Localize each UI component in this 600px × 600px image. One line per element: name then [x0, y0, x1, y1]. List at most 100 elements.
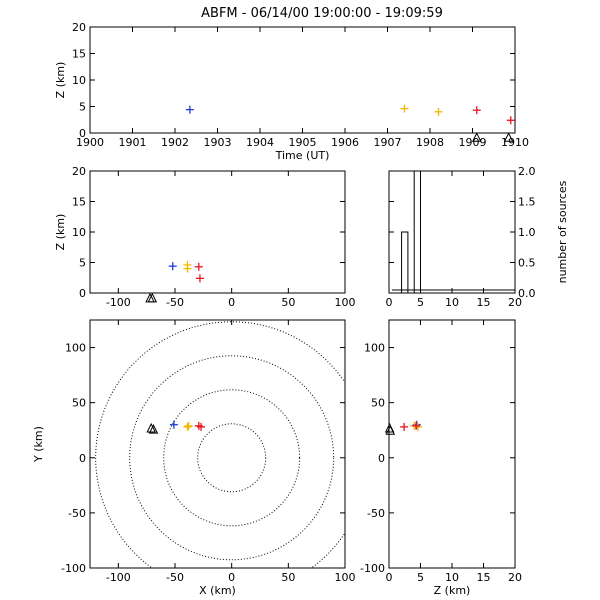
y-tick-label: 0	[79, 287, 86, 300]
histogram-bar-0	[401, 231, 409, 294]
y-tick-label: -100	[360, 562, 385, 575]
x-tick-label: 0	[386, 571, 393, 584]
chart-plan-view: -100 -50 0 50 100 -100 -50 0 50 100 X (km) Y (km)	[32, 319, 356, 597]
x-tick-label: 10	[445, 296, 459, 309]
range-ring	[129, 355, 335, 561]
x-tick-label: 1908	[416, 136, 444, 149]
y-tick-label: 0.5	[518, 257, 536, 270]
source-point	[413, 422, 422, 431]
y-axis-label: number of sources	[556, 180, 569, 283]
axes-frame	[89, 170, 346, 294]
y-tick-label: 2.0	[518, 165, 536, 178]
source-point	[472, 106, 481, 115]
x-tick-label: 15	[477, 571, 491, 584]
station-triangle	[471, 132, 482, 142]
x-tick-label: -50	[166, 296, 184, 309]
x-tick-label: 1902	[161, 136, 189, 149]
x-tick-label: 1905	[289, 136, 317, 149]
y-tick-label: -50	[367, 507, 385, 520]
y-tick-label: 1.5	[518, 196, 536, 209]
y-tick-label: -50	[68, 507, 86, 520]
y-tick-label: 1.0	[518, 226, 536, 239]
x-tick-label: 0	[228, 571, 235, 584]
y-tick-label: 50	[371, 397, 385, 410]
x-axis-label: Z (km)	[434, 584, 471, 597]
source-point	[506, 116, 515, 125]
y-tick-label: 0	[79, 127, 86, 140]
station-triangle	[146, 422, 157, 433]
source-point	[169, 420, 178, 429]
axes-frame	[89, 319, 346, 569]
x-tick-label: -100	[106, 571, 131, 584]
x-tick-label: 100	[335, 296, 356, 309]
axes-frame	[388, 319, 516, 569]
x-tick-label: 0	[228, 296, 235, 309]
chart-height-y: 0 5 10 15 20 -100 -50 0 50 100 Z (km)	[360, 319, 522, 597]
source-point	[400, 104, 409, 113]
panels: 1900 1901 1902 1903 1904 1905 1906 1907 1908 1909…	[32, 21, 569, 597]
chart-x-height: -100 -50 0 50 100 0 5 10 15 20 Z (km)	[54, 165, 356, 309]
range-ring	[95, 321, 345, 568]
y-tick-label: 100	[364, 342, 385, 355]
x-tick-label: 5	[417, 296, 424, 309]
y-tick-label: 50	[72, 397, 86, 410]
x-tick-label: 1906	[331, 136, 359, 149]
source-point	[195, 274, 204, 283]
x-tick-label: 1900	[76, 136, 104, 149]
x-tick-label: 5	[417, 571, 424, 584]
y-tick-label: 0	[79, 452, 86, 465]
chart-height-histogram: 0 5 10 15 200.0 0.5 1.0 1.5 2.0 number of sources	[386, 165, 570, 309]
y-tick-label: 5	[79, 101, 86, 114]
station-triangle	[385, 425, 396, 435]
x-tick-label: 10	[445, 571, 459, 584]
source-point	[434, 107, 443, 116]
range-ring	[163, 389, 301, 527]
y-axis-label: Z (km)	[54, 62, 67, 99]
x-tick-label: -100	[106, 296, 131, 309]
y-tick-label: 100	[65, 342, 86, 355]
x-tick-label: 100	[335, 571, 356, 584]
range-rings	[95, 321, 345, 568]
x-tick-label: 1903	[204, 136, 232, 149]
x-tick-label: 15	[477, 296, 491, 309]
source-point	[183, 422, 192, 431]
y-tick-label: -100	[61, 562, 86, 575]
y-axis-label: Z (km)	[54, 214, 67, 251]
station-triangle	[503, 132, 514, 142]
axes-frame	[89, 26, 516, 134]
x-tick-label: 1901	[119, 136, 147, 149]
figure-title: ABFM - 06/14/00 19:00:00 - 19:09:59	[201, 6, 443, 21]
source-point	[194, 262, 203, 271]
x-tick-label: 20	[508, 571, 522, 584]
range-ring	[197, 423, 267, 493]
source-point	[185, 105, 194, 114]
station-triangle	[147, 292, 158, 303]
y-tick-label: 0.0	[518, 287, 536, 300]
y-tick-label: 15	[72, 48, 86, 61]
source-point	[184, 421, 193, 430]
x-tick-label: 1910	[501, 136, 529, 149]
x-tick-label: 1907	[374, 136, 402, 149]
x-tick-label: -50	[166, 571, 184, 584]
y-axis-label: Y (km)	[32, 426, 45, 463]
x-axis-label: X (km)	[199, 584, 236, 597]
station-triangle	[148, 424, 159, 434]
histogram-bar-1	[413, 170, 422, 294]
y-tick-label: 20	[72, 21, 86, 34]
source-point	[183, 264, 192, 273]
y-tick-label: 0	[378, 452, 385, 465]
source-point	[168, 262, 177, 271]
chart-time-height: 1900 1901 1902 1903 1904 1905 1906 1907 1908 1909…	[54, 21, 529, 162]
y-tick-label: 10	[72, 74, 86, 87]
x-tick-label: 20	[508, 296, 522, 309]
x-tick-label: 0	[386, 296, 393, 309]
source-point	[412, 421, 421, 430]
y-tick-label: 10	[72, 226, 86, 239]
source-point	[400, 422, 409, 431]
y-tick-label: 20	[72, 165, 86, 178]
x-tick-label: 50	[281, 571, 295, 584]
x-tick-label: 1909	[459, 136, 487, 149]
y-tick-label: 15	[72, 196, 86, 209]
y-tick-label: 5	[79, 257, 86, 270]
